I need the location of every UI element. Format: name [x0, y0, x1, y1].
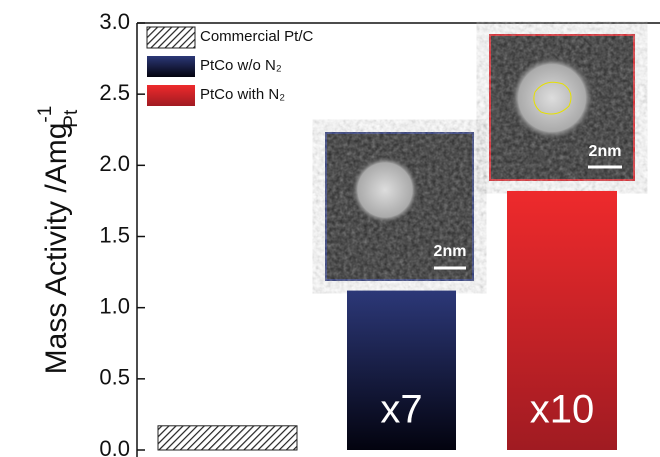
legend-label: PtCo w/o N₂: [200, 57, 282, 74]
bar: [158, 426, 297, 450]
y-tick-label: 0.0: [99, 436, 130, 457]
inset-scale-label: 2nm: [434, 243, 467, 260]
y-tick-label: 2.0: [99, 151, 130, 176]
y-tick-label: 3.0: [99, 9, 130, 34]
legend-swatch: [147, 56, 195, 77]
y-tick-label: 1.0: [99, 293, 130, 318]
chart: Mass Activity /Amg-1 Pt 2nm 2nm 0.0 0.5 1.0…: [0, 0, 660, 457]
y-label-main: Mass Activity /Amg: [40, 123, 73, 375]
bar-annotation: x10: [530, 388, 595, 432]
y-tick-label: 2.5: [99, 80, 130, 105]
legend-label: PtCo with N₂: [200, 86, 285, 103]
y-tick-label: 1.5: [99, 222, 130, 247]
legend-label: Commercial Pt/C: [200, 28, 314, 45]
bar-annotation: x7: [380, 388, 422, 432]
inset-scale-label: 2nm: [589, 143, 622, 160]
legend-swatch: [147, 85, 195, 106]
legend-swatch: [147, 27, 195, 48]
y-axis-label: Mass Activity /Amg-1 Pt: [35, 106, 82, 375]
y-label-sup: -1: [35, 106, 56, 123]
y-label-sub: Pt: [61, 109, 82, 128]
y-tick-label: 0.5: [99, 365, 130, 390]
